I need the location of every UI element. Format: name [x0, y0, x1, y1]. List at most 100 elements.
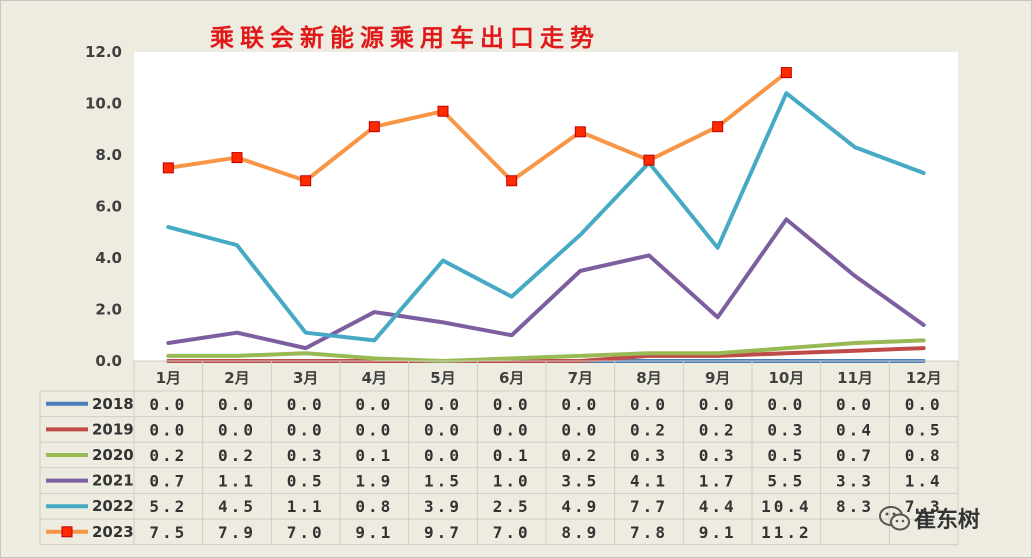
data-cell: 9.1 [699, 523, 737, 542]
category-label: 12月 [906, 369, 942, 387]
data-cell: 7.8 [630, 523, 668, 542]
data-point-2023 [300, 175, 312, 187]
data-cell: 7.0 [493, 523, 531, 542]
data-cell: 0.0 [836, 395, 874, 414]
legend-label: 2023 [92, 523, 134, 541]
data-table: 1月 2月 3月 4月 5月 6月 7月 8月 9月 10月 11月 12月 2018 0.0 0.0 0.0… [39, 360, 959, 546]
category-label: 5月 [430, 369, 455, 387]
data-cell: 0.2 [699, 420, 737, 439]
category-label: 1月 [156, 369, 181, 387]
series-line-2021 [166, 217, 926, 351]
data-cell: 0.2 [630, 420, 668, 439]
data-cell: 1.1 [287, 497, 325, 516]
data-cell: 7.5 [149, 523, 187, 542]
series-line-2023 [166, 70, 789, 183]
data-cell: 0.0 [424, 395, 462, 414]
category-label: 2月 [224, 369, 249, 387]
data-cell: 0.3 [287, 446, 325, 465]
y-tick-label: 8.0 [95, 146, 122, 164]
chart-title: 乘联会新能源乘用车出口走势 [210, 24, 600, 52]
data-cell: 0.0 [699, 395, 737, 414]
data-cell: 1.9 [355, 472, 393, 491]
watermark-text: 崔东树 [914, 508, 981, 533]
data-cell: 0.0 [218, 420, 256, 439]
data-cell: 3.3 [836, 472, 874, 491]
data-cell: 4.4 [699, 497, 737, 516]
y-axis: 0.0 2.0 4.0 6.0 8.0 10.0 12.0 [85, 43, 122, 370]
data-cell: 10.4 [761, 497, 812, 516]
series-line-2020 [166, 338, 926, 363]
data-point-2023 [368, 121, 380, 133]
data-cell: 8.3 [836, 497, 874, 516]
data-point-2023 [643, 154, 655, 166]
data-cell: 0.0 [149, 395, 187, 414]
legend-marker-2023 [61, 526, 73, 538]
data-cell: 5.2 [149, 497, 187, 516]
data-cell: 0.5 [905, 420, 943, 439]
data-cell: 0.3 [767, 420, 805, 439]
data-cell: 0.0 [355, 395, 393, 414]
data-point-2023 [231, 152, 243, 164]
data-cell: 9.1 [355, 523, 393, 542]
y-tick-label: 2.0 [95, 301, 122, 319]
legend-label: 2020 [92, 446, 134, 464]
legend-label: 2022 [92, 497, 134, 515]
data-cell: 0.2 [149, 446, 187, 465]
data-point-2023 [437, 105, 449, 117]
category-label: 10月 [768, 369, 804, 387]
data-cell: 0.3 [699, 446, 737, 465]
data-point-2023 [162, 162, 174, 174]
data-cell: 0.2 [218, 446, 256, 465]
category-label: 7月 [568, 369, 593, 387]
data-cell: 0.0 [149, 420, 187, 439]
data-cell: 0.5 [287, 472, 325, 491]
data-cell: 0.0 [905, 395, 943, 414]
data-cell: 5.5 [767, 472, 805, 491]
category-label: 6月 [499, 369, 524, 387]
data-cell: 0.0 [287, 420, 325, 439]
category-label: 11月 [837, 369, 873, 387]
watermark: 崔东树 [878, 500, 1028, 536]
data-cell: 4.1 [630, 472, 668, 491]
data-cell: 7.3 [905, 497, 943, 516]
data-cell: 3.9 [424, 497, 462, 516]
data-cell: 3.5 [561, 472, 599, 491]
data-cell: 1.7 [699, 472, 737, 491]
data-cell: 0.5 [767, 446, 805, 465]
data-cell: 0.0 [287, 395, 325, 414]
y-tick-label: 12.0 [85, 43, 122, 61]
data-cell: 0.0 [561, 420, 599, 439]
data-cell: 0.8 [355, 497, 393, 516]
data-cell: 0.7 [149, 472, 187, 491]
category-label: 4月 [362, 369, 387, 387]
y-tick-label: 0.0 [95, 352, 122, 370]
data-point-2023 [712, 121, 724, 133]
category-label: 8月 [636, 369, 661, 387]
data-cell: 11.2 [761, 523, 812, 542]
y-tick-label: 6.0 [95, 198, 122, 216]
data-cell: 0.0 [424, 446, 462, 465]
data-cell: 1.4 [905, 472, 943, 491]
data-cell: 0.0 [493, 420, 531, 439]
data-point-2023 [506, 175, 518, 187]
data-cell: 4.5 [218, 497, 256, 516]
data-cell: 0.8 [905, 446, 943, 465]
data-cell: 4.9 [561, 497, 599, 516]
data-cell: 0.0 [630, 395, 668, 414]
data-cell: 0.2 [561, 446, 599, 465]
data-cell: 0.1 [355, 446, 393, 465]
legend-label: 2019 [92, 420, 134, 438]
data-cell: 8.9 [561, 523, 599, 542]
y-tick-label: 10.0 [85, 95, 122, 113]
data-cell: 0.0 [767, 395, 805, 414]
data-cell: 0.7 [836, 446, 874, 465]
data-cell: 0.0 [355, 420, 393, 439]
data-cell: 1.0 [493, 472, 531, 491]
data-cell: 0.4 [836, 420, 874, 439]
data-point-2023 [780, 67, 792, 79]
data-cell: 1.1 [218, 472, 256, 491]
data-cell: 2.5 [493, 497, 531, 516]
plot-area [134, 52, 958, 361]
data-cell: 0.1 [493, 446, 531, 465]
data-cell: 0.3 [630, 446, 668, 465]
